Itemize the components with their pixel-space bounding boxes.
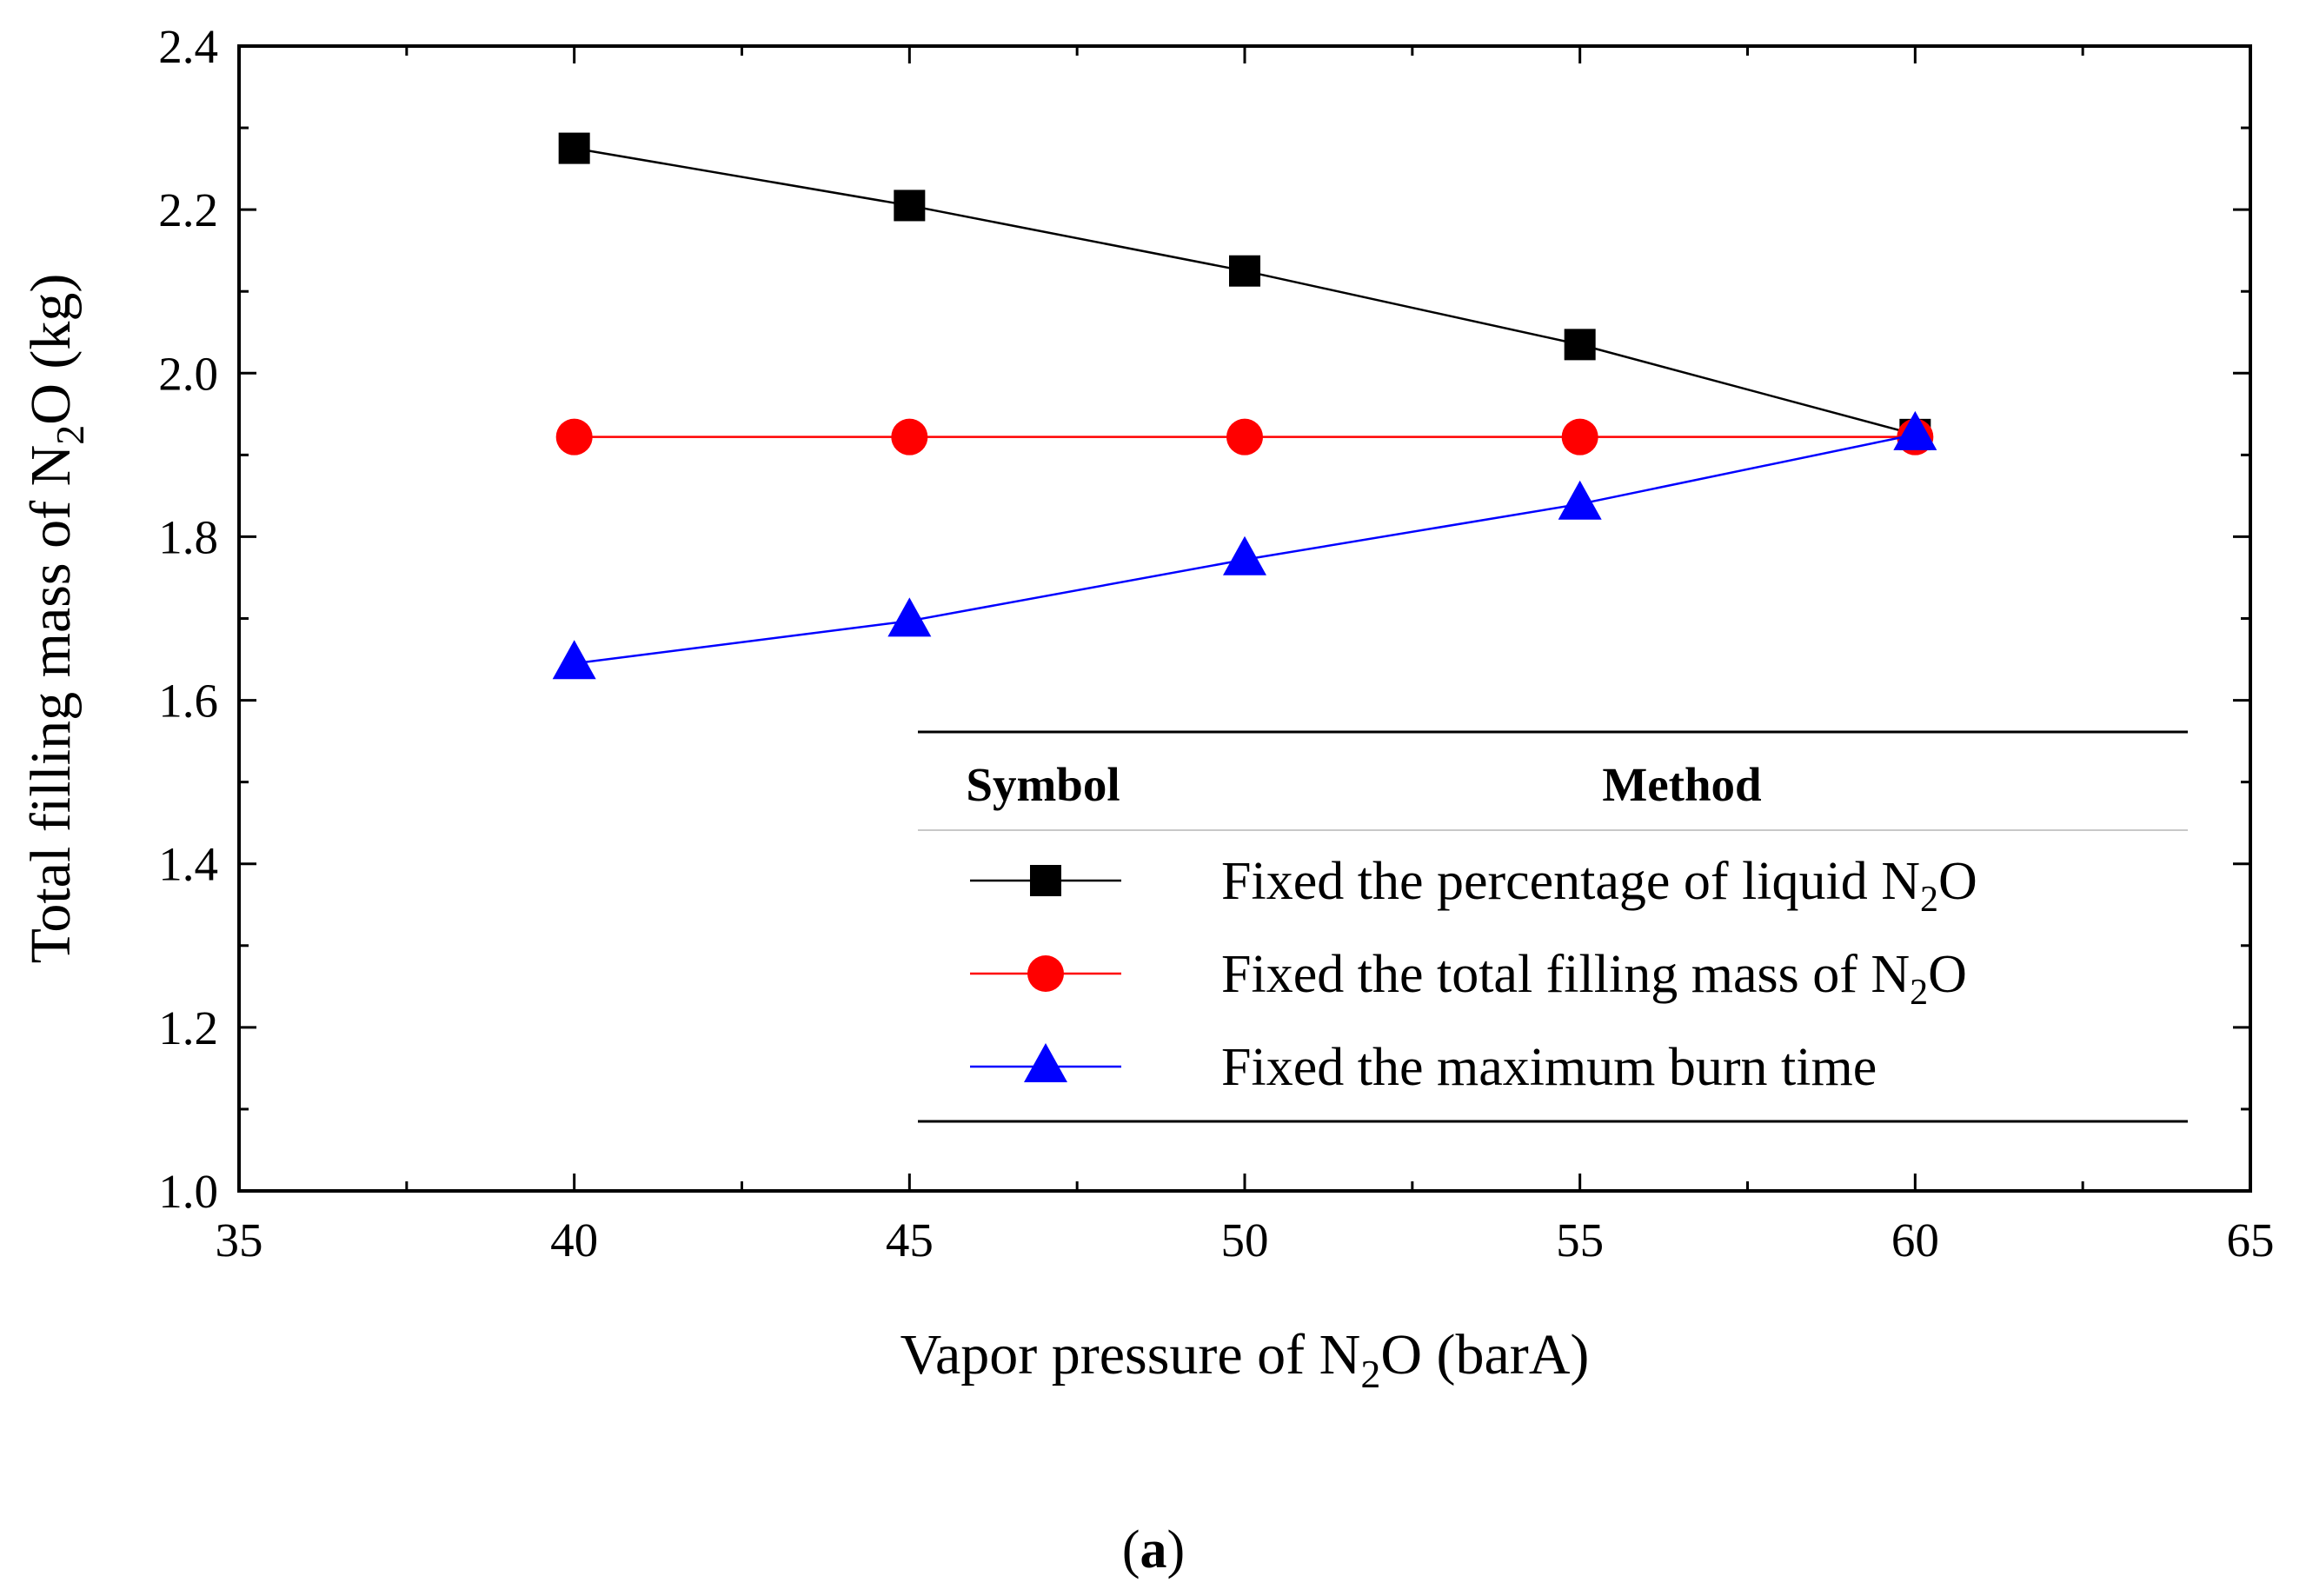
x-tick-label: 45 [886,1214,934,1267]
legend-label: Fixed the maximum burn time [1221,1038,1877,1097]
legend-header-symbol: Symbol [966,758,1120,811]
x-tick-labels: 35 40 45 50 55 60 65 [216,1214,2275,1267]
legend: Symbol Method Fixed the percentage of li… [918,730,2188,1123]
series-circle [555,418,1934,456]
data-point [552,640,596,680]
y-tick-label: 2.4 [158,20,218,73]
series-layer [552,132,1937,680]
legend-marker [1030,865,1061,896]
data-point [1564,329,1596,361]
y-tick-label: 1.4 [158,838,218,891]
data-point [894,190,926,222]
series-triangle [552,410,1937,680]
legend-marker [1024,1043,1067,1082]
y-tick-label: 1.0 [158,1165,218,1218]
data-point [1229,255,1260,287]
x-tick-label: 60 [1891,1214,1939,1267]
legend-label: Fixed the total filling mass of N2O [1221,945,1967,1013]
x-tick-label: 65 [2227,1214,2275,1267]
x-tick-label: 50 [1221,1214,1269,1267]
data-point [1226,418,1263,456]
legend-marker [1027,955,1064,992]
legend-label: Fixed the percentage of liquid N2O [1221,852,1977,920]
data-point [887,597,932,637]
y-tick-labels: 1.0 1.2 1.4 1.6 1.8 2.0 2.2 2.4 [158,20,218,1218]
y-tick-label: 1.6 [158,675,218,728]
data-point [1893,410,1937,450]
data-point [1223,535,1266,575]
legend-entry: Fixed the percentage of liquid N2O [970,852,1977,920]
series-line [574,147,1916,436]
x-axis-title: Vapor pressure of N2O (barA) [900,1323,1590,1396]
series-square [558,132,1931,450]
legend-header-method: Method [1602,758,1761,811]
data-point [891,418,928,456]
legend-entry: Fixed the total filling mass of N2O [970,945,1967,1013]
y-tick-label: 1.8 [158,510,218,563]
y-tick-label: 2.0 [158,347,218,400]
data-point [1558,480,1602,520]
axis-ticks [237,44,2252,1193]
y-tick-label: 2.2 [158,183,218,236]
legend-entries: Fixed the percentage of liquid N2O Fixed … [970,852,1977,1097]
data-point [558,132,590,164]
data-point [1561,418,1598,456]
data-point [555,418,593,456]
legend-entry: Fixed the maximum burn time [970,1038,1877,1097]
plot-frame [237,44,2252,1193]
x-tick-label: 55 [1556,1214,1604,1267]
figure-caption: (a) [1122,1520,1185,1579]
x-tick-label: 40 [550,1214,598,1267]
x-tick-label: 35 [216,1214,263,1267]
y-tick-label: 1.2 [158,1001,218,1054]
y-axis-title: Total filling mass of N2O (kg) [19,274,92,964]
